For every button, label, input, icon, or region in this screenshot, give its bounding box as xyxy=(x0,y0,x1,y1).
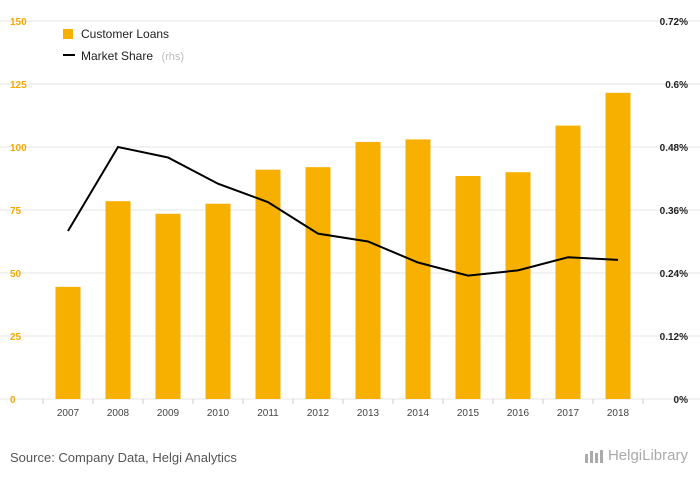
legend-label-customer-loans: Customer Loans xyxy=(81,27,169,41)
x-tick-label: 2007 xyxy=(57,408,80,419)
legend-label-market-share-name: Market Share xyxy=(81,49,153,63)
line-series xyxy=(67,145,619,277)
x-tick-label: 2016 xyxy=(507,408,530,419)
legend-label-market-share: Market Share (rhs) xyxy=(81,47,184,64)
left-tick-label: 0 xyxy=(10,395,16,406)
bar-customer-loans xyxy=(155,213,181,399)
bar-customer-loans xyxy=(205,203,231,399)
bar-customer-loans xyxy=(455,175,481,399)
x-tick-label: 2013 xyxy=(357,408,380,419)
right-tick-label: 0% xyxy=(674,395,689,406)
bar-series xyxy=(55,92,631,399)
right-axis-ticks: 0% 0.12% 0.24% 0.36% 0.48% 0.6% 0.72% xyxy=(660,17,688,406)
left-tick-label: 150 xyxy=(10,17,27,28)
source-note: Source: Company Data, Helgi Analytics xyxy=(10,450,237,465)
building-icon xyxy=(584,449,603,463)
left-tick-label: 50 xyxy=(10,269,22,280)
x-axis-ticks: 2007 2008 2009 2010 2011 2012 2013 2014 2015 2016… xyxy=(42,399,644,419)
bar-customer-loans xyxy=(105,201,131,399)
bar-customer-loans xyxy=(505,172,531,399)
legend-swatch-customer-loans xyxy=(63,29,73,39)
left-tick-label: 75 xyxy=(10,206,22,217)
right-tick-label: 0.12% xyxy=(660,332,688,343)
x-tick-label: 2011 xyxy=(257,408,279,419)
bar-customer-loans xyxy=(55,286,81,399)
left-tick-label: 125 xyxy=(10,80,27,91)
x-tick-label: 2009 xyxy=(157,408,180,419)
bar-customer-loans xyxy=(555,125,581,399)
x-tick-label: 2018 xyxy=(607,408,630,419)
right-tick-label: 0.48% xyxy=(660,143,688,154)
bar-customer-loans xyxy=(605,92,631,399)
bar-customer-loans xyxy=(305,167,331,399)
x-tick-label: 2017 xyxy=(557,408,580,419)
right-tick-label: 0.36% xyxy=(660,206,688,217)
legend: Customer Loans Market Share (rhs) xyxy=(63,27,184,64)
x-tick-label: 2014 xyxy=(407,408,430,419)
bar-customer-loans xyxy=(355,141,381,399)
right-tick-label: 0.24% xyxy=(660,269,688,280)
bar-customer-loans xyxy=(405,139,431,399)
logo-text: HelgiLibrary xyxy=(607,447,688,464)
legend-label-market-share-suffix: (rhs) xyxy=(161,51,184,63)
left-tick-label: 100 xyxy=(10,143,27,154)
x-tick-label: 2010 xyxy=(207,408,230,419)
left-tick-label: 25 xyxy=(10,332,22,343)
bar-customer-loans xyxy=(255,169,281,399)
right-tick-label: 0.72% xyxy=(660,17,688,28)
line-market-share xyxy=(67,145,619,277)
grid-lines xyxy=(0,20,700,400)
x-tick-label: 2012 xyxy=(307,408,330,419)
x-tick-label: 2008 xyxy=(107,408,130,419)
x-tick-label: 2015 xyxy=(457,408,480,419)
right-tick-label: 0.6% xyxy=(665,80,688,91)
left-axis-ticks: 0 25 50 75 100 125 150 xyxy=(10,17,27,406)
helgi-library-logo: HelgiLibrary xyxy=(584,447,688,464)
